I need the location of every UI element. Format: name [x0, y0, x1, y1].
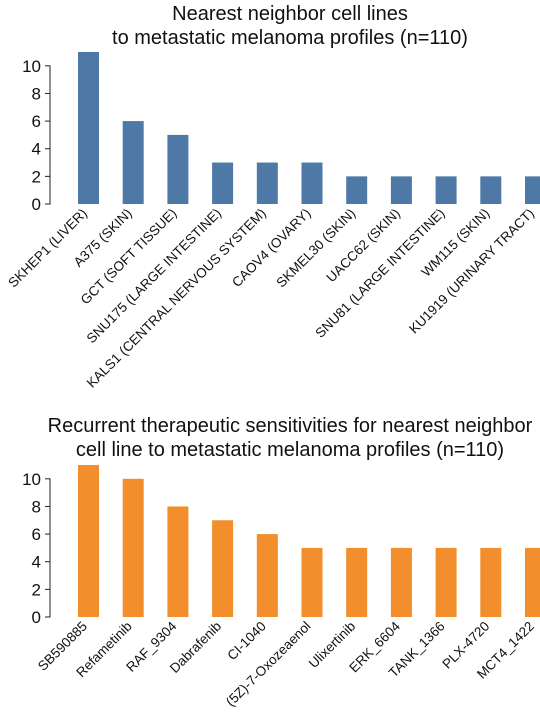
chart2-title-line-2: cell line to metastatic melanoma profile… [76, 439, 504, 461]
chart1-x-tick-label-1: SKHEP1 (LIVER) [5, 206, 90, 291]
chart2-bar-4 [212, 520, 234, 617]
chart2-bar-9 [435, 547, 457, 617]
chart1-x-tick-label-6: CAOV4 (OVARY) [229, 206, 314, 291]
chart1-bar-3 [167, 134, 189, 204]
chart1-y-tick-label-10: 10 [22, 57, 41, 76]
chart2-bar-8 [390, 547, 412, 617]
chart1-bar-8 [390, 176, 412, 204]
chart1-x-tick-label-7: SKMEL30 (SKIN) [273, 206, 358, 291]
chart1-y-tick-label-8: 8 [32, 84, 41, 103]
chart1-bar-5 [256, 162, 278, 204]
chart1-y-tick-label-0: 0 [32, 195, 41, 214]
chart1-y-tick-label-2: 2 [32, 167, 41, 186]
chart1-bar-4 [212, 162, 234, 204]
chart2-x-tick-label-6: (5Z)-7-Oxozeaenol [223, 619, 314, 710]
chart2-bar-6 [301, 547, 323, 617]
chart1-bar-6 [301, 162, 323, 204]
chart1-title-line-1: Nearest neighbor cell lines [172, 3, 408, 25]
chart2-bar-3 [167, 506, 189, 617]
chart1-bar-2 [122, 121, 144, 204]
chart1-bar-9 [435, 176, 457, 204]
chart2-y-tick-label-6: 6 [32, 525, 41, 544]
chart2-title-line-1: Recurrent therapeutic sensitivities for … [48, 415, 533, 437]
chart2-y-tick-label-10: 10 [22, 470, 41, 489]
chart1-bar-11 [525, 176, 540, 204]
chart1-y-tick-label-6: 6 [32, 112, 41, 131]
chart2-y-tick-label-4: 4 [32, 553, 41, 572]
chart2-bar-11 [525, 547, 540, 617]
chart2-y-tick-label-2: 2 [32, 580, 41, 599]
chart1-y-tick-label-4: 4 [32, 140, 41, 159]
chart2-bar-10 [480, 547, 502, 617]
chart2-x-tick-label-5: CI-1040 [224, 619, 269, 664]
chart2-bar-7 [346, 547, 368, 617]
chart1-bar-7 [346, 176, 368, 204]
chart2-bar-2 [122, 478, 144, 617]
chart2-bar-1 [78, 465, 99, 617]
chart1-bar-1 [78, 52, 99, 204]
chart2-y-tick-label-8: 8 [32, 497, 41, 516]
chart1-bar-10 [480, 176, 502, 204]
chart1-title-line-2: to metastatic melanoma profiles (n=110) [112, 27, 468, 49]
chart2-bar-5 [256, 534, 278, 617]
chart2-y-tick-label-0: 0 [32, 608, 41, 627]
